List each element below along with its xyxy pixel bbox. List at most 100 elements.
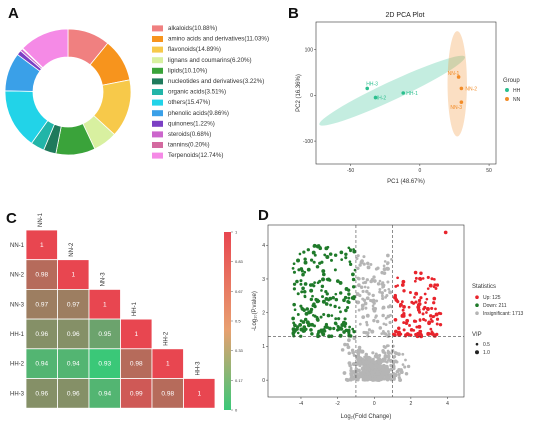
volcano-point (366, 261, 370, 266)
volcano-point (370, 370, 375, 374)
volcano-y-tick-label: 4 (262, 243, 265, 249)
volcano-point (393, 317, 398, 322)
panel-c: C 1 0.98 1 0.97 0.97 1 0.96 0.96 0.95 1 0.94 0.94 0.… (6, 210, 244, 413)
volcano-point (418, 332, 423, 337)
panel-b: B 2D PCA Plot -50 0 50 -100 0 100 HH-3 HH-2 HH-1… (288, 5, 521, 185)
volcano-point (435, 322, 439, 326)
heatmap-cell-value: 0.96 (67, 390, 80, 397)
volcano-point (301, 286, 305, 291)
heatmap-cell (57, 288, 90, 320)
heatmap-cell (120, 318, 153, 350)
volcano-point (435, 332, 439, 337)
heatmap-row-label: HH-2 (10, 362, 25, 368)
volcano-point (394, 373, 398, 377)
colorbar-bar (224, 232, 231, 410)
volcano-point (347, 292, 351, 296)
heatmap-cell-value: 0.96 (35, 390, 48, 397)
heatmap-row-label: HH-1 (10, 332, 25, 338)
volcano-point (378, 377, 383, 382)
panel-d-letter: D (258, 207, 269, 224)
volcano-point (378, 290, 382, 294)
volcano-plot-frame (267, 224, 465, 398)
volcano-point (316, 318, 320, 322)
volcano-point (312, 284, 316, 288)
volcano-point (371, 351, 375, 355)
volcano-point (356, 300, 361, 304)
volcano-point (348, 363, 352, 368)
volcano-point (426, 287, 430, 290)
pca-point (401, 91, 406, 95)
volcano-point (416, 303, 421, 307)
volcano-point (362, 281, 365, 285)
volcano-point (296, 292, 300, 296)
volcano-point (333, 304, 337, 309)
volcano-point (401, 308, 405, 312)
volcano-point (417, 324, 422, 329)
volcano-point (344, 287, 349, 291)
volcano-point (302, 250, 306, 254)
pca-x-label: PC1 (48.67%) (387, 179, 425, 185)
legend-swatch (152, 89, 163, 95)
volcano-point (324, 289, 328, 294)
volcano-point (404, 321, 409, 325)
volcano-point (396, 331, 401, 336)
volcano-point (346, 328, 351, 333)
volcano-point (337, 317, 341, 321)
volcano-point (296, 331, 300, 335)
volcano-point (383, 345, 387, 349)
volcano-point (406, 364, 411, 369)
heatmap-row-label: NN-3 (10, 302, 25, 308)
volcano-point (360, 374, 365, 379)
volcano-point (376, 282, 381, 286)
volcano-point (381, 348, 385, 353)
heatmap-col-label: HH-3 (195, 361, 201, 376)
volcano-point (292, 302, 296, 307)
volcano-point (325, 292, 329, 296)
vip-legend-label: 0.5 (483, 342, 490, 348)
panel-a: A alkaloids(10.88%) amino acids and deriv… (4, 5, 269, 159)
heatmap-cell (25, 318, 58, 350)
volcano-point (300, 307, 305, 311)
volcano-point (362, 364, 366, 368)
volcano-point (291, 267, 295, 270)
volcano-legend-title: Statistics (472, 284, 496, 290)
volcano-point (423, 292, 427, 296)
volcano-point (380, 291, 384, 295)
volcano-point (367, 357, 372, 362)
volcano-point (402, 305, 406, 309)
volcano-point (389, 363, 393, 367)
heatmap-cell-value: 0.94 (98, 390, 111, 397)
legend-label: lipids(10.10%) (168, 67, 207, 74)
pca-point-label: NN-1 (448, 71, 460, 77)
volcano-point (386, 280, 390, 284)
volcano-point (369, 263, 373, 266)
volcano-point (386, 330, 390, 333)
volcano-point (402, 289, 406, 293)
volcano-point (293, 323, 297, 328)
volcano-point (425, 297, 429, 301)
volcano-point (418, 329, 422, 333)
volcano-point (368, 363, 372, 368)
volcano-point (367, 328, 371, 332)
volcano-point (351, 370, 356, 375)
volcano-point (305, 307, 310, 311)
heatmap-cell-value: 1 (71, 272, 75, 279)
volcano-point (401, 363, 405, 366)
pca-point-label: NN-2 (465, 86, 477, 92)
volcano-point (348, 248, 352, 252)
volcano-legend-marker (475, 295, 479, 300)
volcano-point (299, 304, 303, 308)
volcano-point (427, 321, 431, 326)
heatmap-cell-value: 1 (166, 361, 170, 368)
volcano-point (316, 244, 321, 248)
volcano-point (424, 319, 427, 322)
volcano-point (381, 368, 386, 372)
volcano-legend-label: Down: 211 (483, 303, 507, 309)
volcano-point (293, 308, 297, 312)
volcano-point (381, 296, 385, 301)
volcano-point (369, 298, 373, 303)
volcano-point (387, 344, 390, 348)
correlation-heatmap: 1 0.98 1 0.97 0.97 1 0.96 0.96 0.95 1 0.94 0.94 0.93… (10, 212, 216, 409)
volcano-point (356, 266, 360, 271)
volcano-point (320, 295, 325, 299)
